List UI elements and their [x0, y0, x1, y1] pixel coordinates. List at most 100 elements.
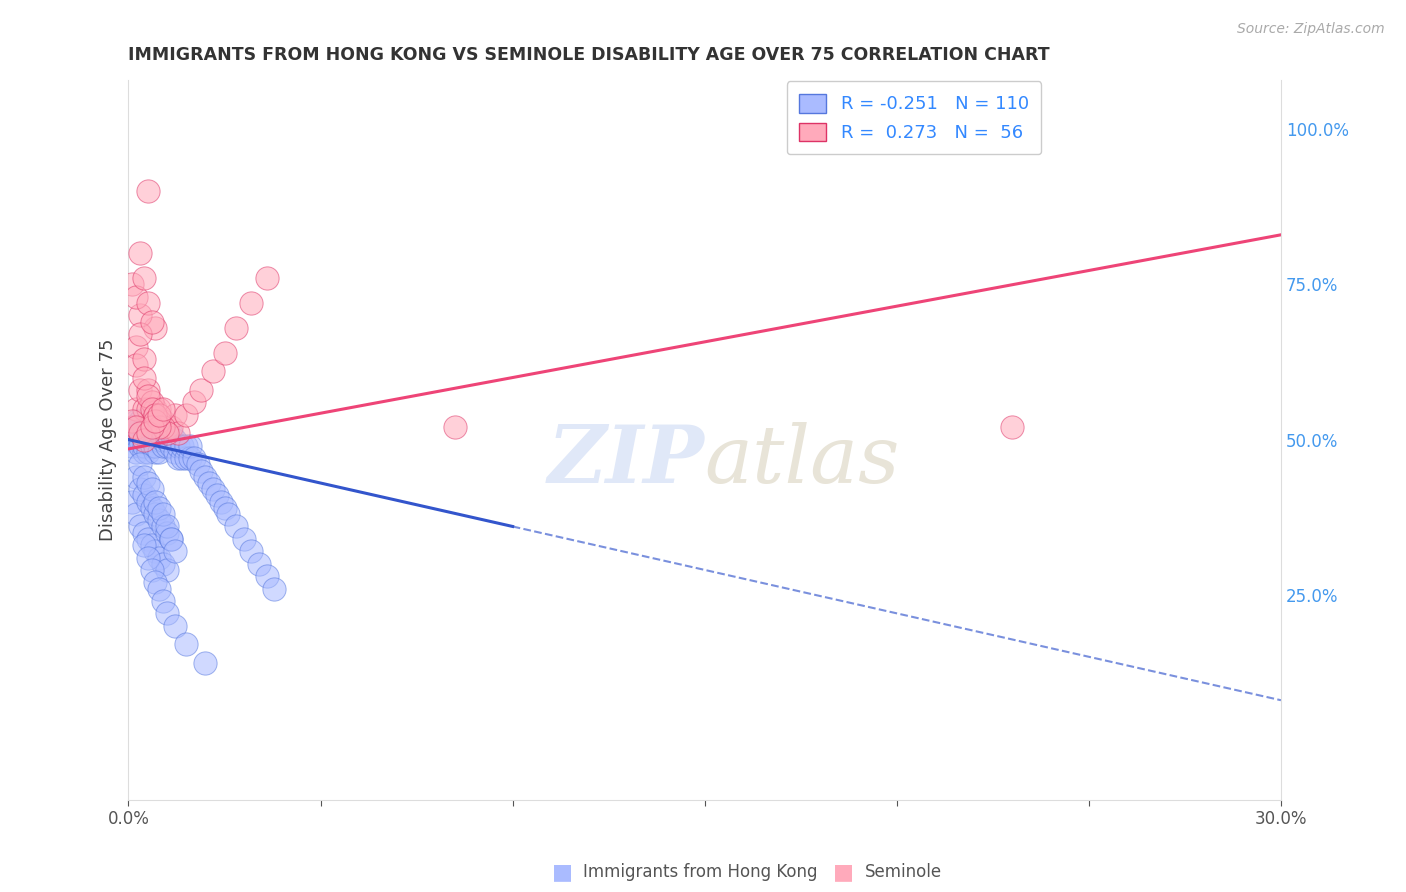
- Point: [132, 351, 155, 366]
- Point: [129, 519, 152, 533]
- Point: [121, 420, 143, 434]
- Point: [141, 439, 163, 453]
- Point: [132, 401, 155, 416]
- Point: [143, 544, 166, 558]
- Point: [143, 439, 166, 453]
- Point: [136, 426, 159, 441]
- Point: [132, 445, 155, 459]
- Point: [125, 426, 148, 441]
- Point: [190, 464, 212, 478]
- Point: [136, 476, 159, 491]
- Point: [148, 420, 170, 434]
- Point: [129, 426, 152, 441]
- Point: [225, 519, 247, 533]
- Point: [174, 451, 197, 466]
- Point: [132, 439, 155, 453]
- Point: [129, 433, 152, 447]
- Point: [156, 563, 179, 577]
- Point: [125, 420, 148, 434]
- Point: [132, 370, 155, 384]
- Point: [172, 439, 194, 453]
- Point: [152, 414, 174, 428]
- Text: IMMIGRANTS FROM HONG KONG VS SEMINOLE DISABILITY AGE OVER 75 CORRELATION CHART: IMMIGRANTS FROM HONG KONG VS SEMINOLE DI…: [128, 46, 1050, 64]
- Point: [232, 532, 254, 546]
- Point: [159, 532, 181, 546]
- Point: [217, 507, 239, 521]
- Point: [129, 327, 152, 342]
- Point: [214, 345, 236, 359]
- Point: [163, 619, 186, 633]
- Point: [125, 414, 148, 428]
- Point: [152, 594, 174, 608]
- Point: [152, 507, 174, 521]
- Point: [129, 420, 152, 434]
- Text: Source: ZipAtlas.com: Source: ZipAtlas.com: [1237, 22, 1385, 37]
- Point: [152, 401, 174, 416]
- Point: [148, 513, 170, 527]
- Point: [125, 290, 148, 304]
- Point: [152, 557, 174, 571]
- Point: [136, 185, 159, 199]
- Point: [132, 433, 155, 447]
- Point: [167, 439, 190, 453]
- Point: [156, 519, 179, 533]
- Point: [143, 401, 166, 416]
- Point: [167, 451, 190, 466]
- Point: [125, 433, 148, 447]
- Point: [143, 494, 166, 508]
- Point: [159, 420, 181, 434]
- Point: [141, 426, 163, 441]
- Point: [129, 414, 152, 428]
- Point: [163, 544, 186, 558]
- Point: [132, 420, 155, 434]
- Point: [1001, 420, 1024, 434]
- Point: [256, 271, 278, 285]
- Point: [148, 433, 170, 447]
- Point: [163, 433, 186, 447]
- Point: [167, 426, 190, 441]
- Point: [121, 414, 143, 428]
- Point: [141, 401, 163, 416]
- Point: [125, 445, 148, 459]
- Point: [132, 525, 155, 540]
- Point: [152, 433, 174, 447]
- Point: [163, 445, 186, 459]
- Point: [141, 482, 163, 496]
- Point: [148, 500, 170, 515]
- Point: [148, 426, 170, 441]
- Point: [129, 439, 152, 453]
- Point: [152, 439, 174, 453]
- Point: [225, 321, 247, 335]
- Y-axis label: Disability Age Over 75: Disability Age Over 75: [100, 338, 117, 541]
- Point: [132, 538, 155, 552]
- Point: [141, 315, 163, 329]
- Point: [174, 408, 197, 422]
- Point: [136, 445, 159, 459]
- Point: [141, 433, 163, 447]
- Point: [156, 426, 179, 441]
- Point: [141, 500, 163, 515]
- Point: [201, 482, 224, 496]
- Point: [143, 507, 166, 521]
- Text: Seminole: Seminole: [865, 863, 942, 881]
- Point: [148, 582, 170, 596]
- Text: atlas: atlas: [704, 423, 900, 500]
- Point: [240, 296, 263, 310]
- Point: [205, 488, 228, 502]
- Point: [143, 408, 166, 422]
- Point: [156, 433, 179, 447]
- Point: [129, 246, 152, 260]
- Point: [125, 470, 148, 484]
- Text: ■: ■: [834, 863, 853, 882]
- Point: [136, 414, 159, 428]
- Point: [143, 433, 166, 447]
- Point: [256, 569, 278, 583]
- Point: [143, 321, 166, 335]
- Point: [129, 383, 152, 397]
- Point: [132, 470, 155, 484]
- Point: [132, 488, 155, 502]
- Text: ■: ■: [553, 863, 572, 882]
- Point: [136, 420, 159, 434]
- Point: [156, 420, 179, 434]
- Point: [163, 408, 186, 422]
